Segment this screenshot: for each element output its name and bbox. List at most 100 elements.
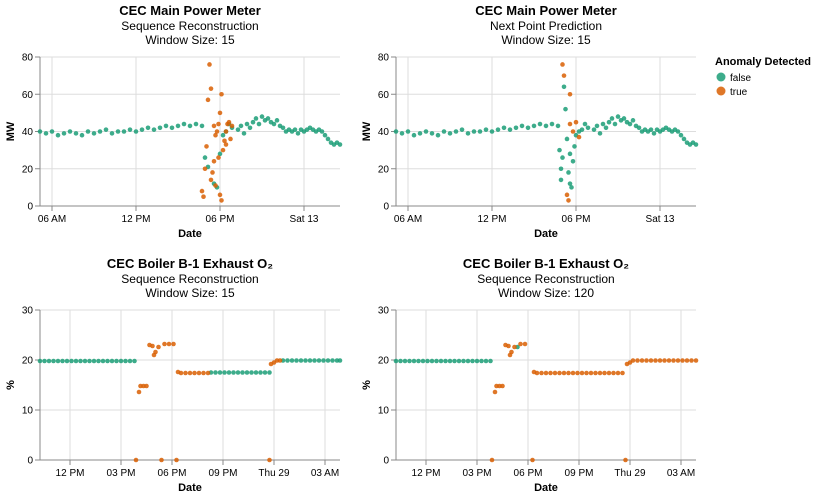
y-tick-label: 10 — [378, 406, 390, 417]
data-point-true — [153, 349, 158, 355]
data-point-false — [258, 370, 263, 375]
data-point-true — [593, 370, 598, 376]
series-false — [393, 344, 520, 364]
data-point-true — [144, 383, 149, 389]
data-point-false — [567, 181, 573, 186]
data-point-false — [423, 129, 429, 134]
data-point-false — [322, 132, 328, 138]
data-point-false — [73, 131, 79, 136]
data-point-false — [582, 121, 588, 127]
data-point-false — [402, 358, 408, 364]
x-tick-label: 03 PM — [107, 468, 136, 479]
data-point-false — [202, 155, 208, 160]
x-axis-title: Date — [534, 228, 558, 240]
data-point-true — [213, 132, 218, 138]
data-point-false — [267, 370, 272, 375]
data-point-false — [46, 358, 52, 364]
data-point-false — [495, 127, 501, 132]
data-point-false — [244, 121, 250, 127]
data-point-true — [214, 129, 220, 134]
data-point-false — [330, 358, 335, 363]
data-point-false — [399, 131, 405, 136]
data-point-false — [407, 358, 412, 364]
data-point-false — [609, 116, 615, 121]
data-point-true — [204, 144, 209, 149]
data-point-true — [671, 358, 676, 363]
data-point-true — [162, 341, 167, 347]
chart-title: CEC Main Power Meter — [475, 3, 617, 18]
data-point-true — [219, 198, 224, 203]
data-point-false — [37, 358, 43, 364]
data-point-true — [575, 370, 580, 376]
data-point-false — [73, 358, 79, 364]
data-point-false — [453, 129, 459, 134]
data-point-true — [560, 62, 565, 67]
data-point-true — [567, 121, 573, 127]
chart-subtitle: Sequence Reconstruction — [477, 272, 614, 286]
data-point-false — [312, 358, 317, 363]
data-point-true — [174, 457, 179, 463]
data-point-true — [208, 86, 214, 91]
data-point-false — [85, 129, 91, 134]
data-point-false — [319, 129, 325, 134]
data-point-false — [169, 125, 175, 131]
data-point-false — [91, 358, 97, 364]
data-point-false — [123, 358, 128, 364]
y-tick-label: 10 — [22, 406, 34, 417]
data-point-false — [615, 114, 621, 119]
data-point-true — [201, 370, 206, 376]
data-point-true — [539, 370, 544, 376]
chart-title: CEC Main Power Meter — [119, 3, 261, 18]
data-point-false — [49, 129, 55, 134]
y-axis-title: MW — [361, 121, 373, 141]
data-point-false — [337, 142, 343, 147]
data-point-false — [429, 358, 435, 364]
chart-subtitle: Next Point Prediction — [490, 19, 602, 33]
x-tick-label: 12 PM — [56, 468, 85, 479]
data-point-false — [241, 131, 247, 136]
data-point-false — [693, 142, 699, 147]
data-point-false — [479, 358, 484, 364]
data-point-false — [519, 123, 525, 129]
data-point-false — [238, 123, 244, 129]
data-point-false — [461, 358, 466, 364]
chart-subtitle: Window Size: 15 — [145, 286, 235, 300]
data-point-false — [411, 358, 417, 364]
data-point-false — [55, 358, 61, 364]
data-point-false — [572, 144, 577, 149]
data-point-false — [417, 131, 423, 136]
legend-label-false: false — [730, 73, 752, 84]
data-point-false — [441, 129, 447, 134]
x-tick-label: 06 AM — [38, 214, 66, 225]
data-point-true — [522, 341, 528, 347]
data-point-false — [477, 129, 483, 134]
x-tick-label: 12 PM — [478, 214, 507, 225]
data-point-true — [644, 358, 649, 363]
data-point-false — [43, 131, 49, 136]
data-point-true — [205, 97, 211, 103]
data-point-true — [187, 370, 193, 376]
data-point-false — [606, 119, 612, 125]
data-point-false — [483, 358, 489, 364]
data-point-false — [109, 131, 115, 136]
data-point-false — [64, 358, 70, 364]
data-point-false — [294, 358, 299, 363]
data-point-false — [307, 358, 313, 363]
data-point-true — [205, 370, 211, 376]
data-point-false — [563, 106, 568, 112]
data-point-false — [447, 358, 453, 364]
data-point-false — [87, 358, 92, 364]
data-point-true — [611, 370, 616, 376]
data-point-false — [325, 358, 331, 363]
data-point-false — [217, 151, 223, 157]
x-tick-label: 09 PM — [565, 468, 594, 479]
data-point-false — [681, 136, 687, 142]
data-point-true — [202, 166, 208, 172]
data-point-true — [602, 370, 607, 376]
data-point-false — [483, 127, 489, 132]
data-point-false — [398, 358, 403, 364]
data-point-true — [693, 358, 699, 363]
chart-subtitle: Sequence Reconstruction — [121, 272, 258, 286]
